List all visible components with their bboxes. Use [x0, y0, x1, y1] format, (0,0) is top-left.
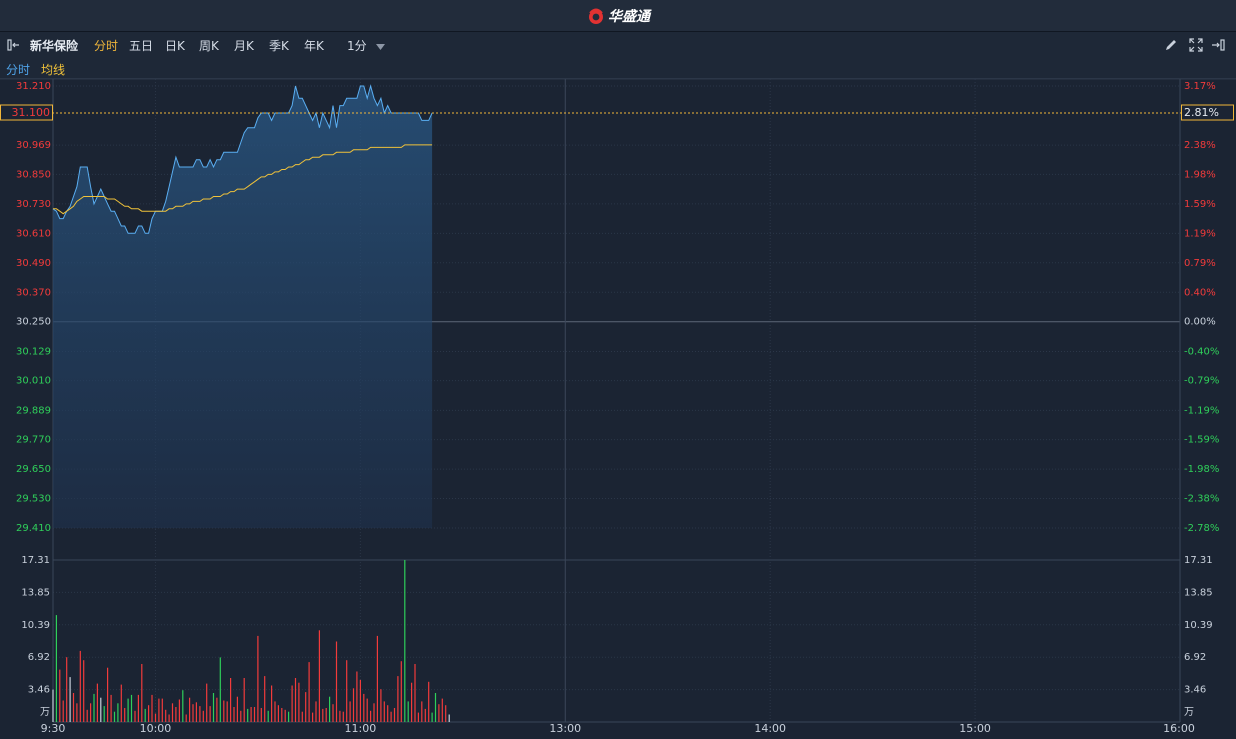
price-tick-label: 31.210: [16, 81, 51, 92]
time-tick-label: 14:00: [754, 722, 786, 735]
percent-tick-label: 3.17%: [1184, 81, 1216, 92]
tab-yearly-k[interactable]: 年K: [304, 39, 324, 53]
time-tick-label: 11:00: [345, 722, 377, 735]
price-line: [52, 84, 433, 234]
percent-tick-label: 2.38%: [1184, 140, 1216, 151]
percent-tick-label: -0.40%: [1184, 346, 1219, 357]
stock-name: 新华保险: [30, 39, 79, 53]
time-tick-label: 15:00: [959, 722, 991, 735]
volume-tick-label-left: 17.31: [21, 555, 50, 566]
percent-tick-label: -2.38%: [1184, 494, 1219, 505]
time-tick-label: 13:00: [549, 722, 581, 735]
volume-tick-label-right: 10.39: [1184, 620, 1213, 631]
volume-tick-label-left: 3.46: [28, 685, 50, 696]
percent-tick-label: 1.98%: [1184, 169, 1216, 180]
volume-tick-label-left: 13.85: [21, 587, 50, 598]
current-percent-badge: [1181, 104, 1234, 121]
volume-tick-label-left: 万: [40, 707, 50, 718]
tab-monthly-k[interactable]: 月K: [234, 39, 254, 53]
price-tick-label: 30.129: [16, 346, 51, 357]
tab-five-day[interactable]: 五日: [129, 39, 154, 53]
percent-tick-label: 1.19%: [1184, 228, 1216, 239]
volume-tick-label-left: 6.92: [28, 652, 50, 663]
percent-tick-label: -1.19%: [1184, 405, 1219, 416]
percent-tick-label: 0.40%: [1184, 287, 1216, 298]
percent-tick-label: -1.98%: [1184, 464, 1219, 475]
legend-average: 均线: [41, 63, 66, 77]
price-tick-label: 29.889: [16, 405, 51, 416]
volume-tick-label-right: 13.85: [1184, 587, 1213, 598]
fullscreen-icon[interactable]: [1189, 38, 1203, 52]
price-tick-label: 29.650: [16, 464, 51, 475]
current-price-badge: [0, 104, 53, 121]
volume-tick-label-left: 10.39: [21, 620, 50, 631]
price-tick-label: 29.770: [16, 435, 51, 446]
percent-tick-label: 1.59%: [1184, 199, 1216, 210]
percent-tick-label: 0.00%: [1184, 317, 1216, 328]
chevron-down-icon: [376, 43, 386, 50]
price-tick-label: 30.850: [16, 169, 51, 180]
price-tick-label: 30.610: [16, 228, 51, 239]
legend-price: 分时: [6, 63, 31, 77]
average-line: [53, 144, 433, 215]
time-tick-label: 16:00: [1163, 722, 1195, 735]
edit-icon[interactable]: [1164, 38, 1178, 52]
collapse-left-icon[interactable]: [7, 38, 21, 52]
tab-weekly-k[interactable]: 周K: [199, 39, 219, 53]
time-tick-label: 10:00: [140, 722, 172, 735]
current-price-label: 31.100: [12, 106, 51, 119]
percent-tick-label: -1.59%: [1184, 435, 1219, 446]
price-tick-label: 30.250: [16, 317, 51, 328]
price-tick-label: 29.530: [16, 494, 51, 505]
current-percent-label: 2.81%: [1184, 106, 1219, 119]
tab-daily-k[interactable]: 日K: [165, 39, 185, 53]
title-bar: 华盛通: [0, 0, 1236, 32]
percent-tick-label: 0.79%: [1184, 258, 1216, 269]
price-area: [53, 86, 433, 528]
price-tick-label: 30.010: [16, 376, 51, 387]
brand-logo: 华盛通: [587, 6, 650, 26]
brand-logo-icon: [589, 8, 603, 24]
percent-tick-label: -0.79%: [1184, 376, 1219, 387]
tab-intraday[interactable]: 分时: [94, 39, 119, 53]
price-tick-label: 30.490: [16, 258, 51, 269]
brand-name: 华盛通: [608, 9, 650, 25]
price-tick-label: 29.410: [16, 523, 51, 534]
price-tick-label: 30.969: [16, 140, 51, 151]
interval-select[interactable]: 1分: [347, 37, 386, 54]
chart-toolbar: 新华保险 分时 五日 日K 周K 月K 季K 年K 1分: [0, 32, 1236, 58]
volume-tick-label-right: 6.92: [1184, 652, 1206, 663]
chart-legend: 分时 均线: [0, 58, 1236, 79]
price-tick-label: 30.370: [16, 287, 51, 298]
interval-value: 1分: [347, 39, 367, 53]
price-tick-label: 30.730: [16, 199, 51, 210]
collapse-right-icon[interactable]: [1211, 38, 1225, 52]
intraday-chart: 31.210 30.969 30.850 30.730 30.610 30.490 30.3…: [0, 79, 1236, 735]
volume-tick-label-right: 万: [1184, 707, 1194, 718]
tab-quarterly-k[interactable]: 季K: [269, 39, 289, 53]
volume-tick-label-right: 17.31: [1184, 555, 1213, 566]
percent-tick-label: -2.78%: [1184, 523, 1219, 534]
volume-tick-label-right: 3.46: [1184, 685, 1206, 696]
time-tick-label: 9:30: [41, 722, 66, 735]
